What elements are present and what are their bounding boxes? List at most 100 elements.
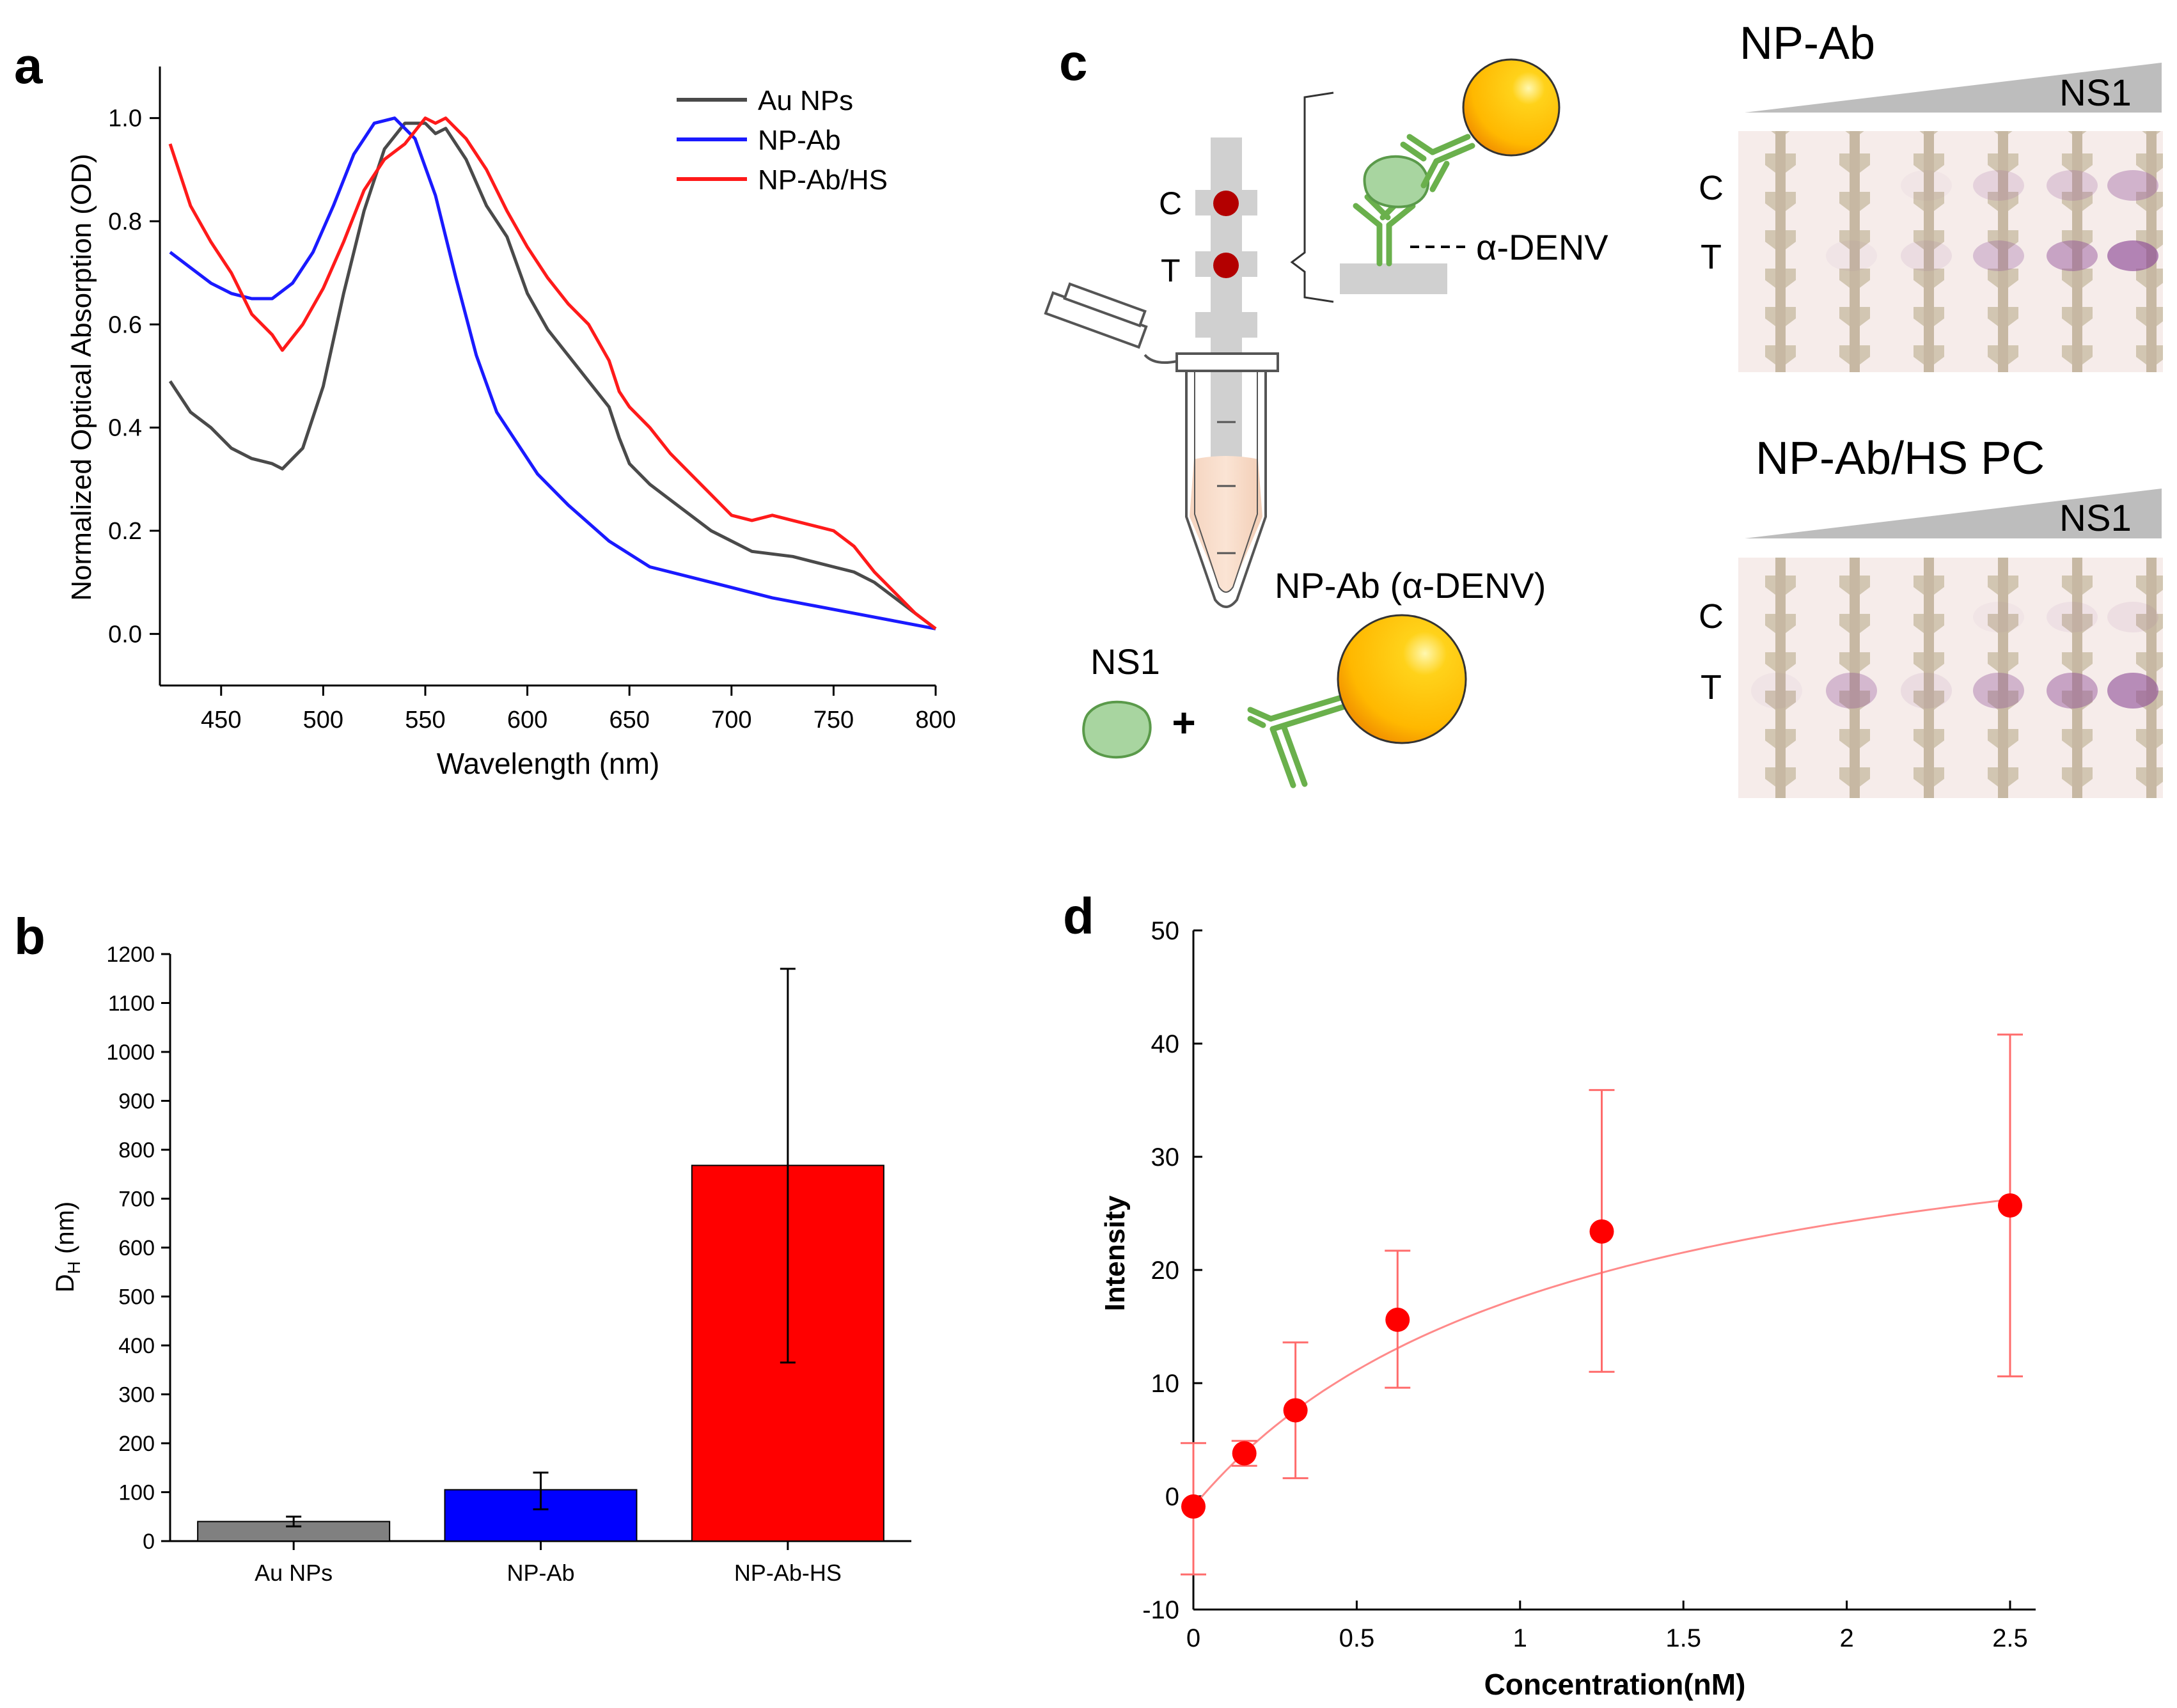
strip-c-spot <box>2107 170 2158 201</box>
strip-dot-c <box>1213 191 1239 216</box>
a-y-tick-label: 1.0 <box>108 106 142 132</box>
strip-c-spot <box>2107 602 2158 632</box>
b-y-title-sub: H <box>64 1261 84 1274</box>
d-y-tick-label: 0 <box>1165 1483 1179 1511</box>
d-data-point <box>1283 1398 1308 1423</box>
b-ticks: 0 100 200 300 400 500 600 700 800 900 1000 1100 1200 <box>106 943 170 1554</box>
b-bars: Au NPs NP-Ab NP-Ab-HS <box>197 968 884 1586</box>
tube-hinge <box>1144 354 1177 364</box>
strip-dot-t <box>1213 253 1239 278</box>
strip-c-spot <box>1751 602 1802 632</box>
antibody-label: α-DENV <box>1476 227 1608 267</box>
strip-t-spot <box>1826 240 1877 271</box>
strip-t-spot <box>1973 240 2024 271</box>
strips-top-title: NP-Ab <box>1740 18 1875 69</box>
strip-label-c: C <box>1159 185 1182 221</box>
strip-c-spot <box>1901 170 1952 201</box>
a-y-tick-label: 0.8 <box>108 208 142 235</box>
a-x-tick-label: 550 <box>405 707 445 733</box>
b-y-tick-label: 200 <box>118 1432 155 1456</box>
schematic-c: C T <box>1044 58 1608 788</box>
strip-t-spot <box>2047 673 2098 709</box>
strip-t-spot <box>1901 240 1952 271</box>
b-y-tick-label: 900 <box>118 1090 155 1114</box>
a-series-line-0 <box>168 121 937 631</box>
panel-label-a: a <box>14 37 43 94</box>
d-data-point <box>1385 1307 1410 1332</box>
b-y-tick-label: 800 <box>118 1138 155 1163</box>
d-x-tick-label: 1 <box>1513 1624 1527 1652</box>
tube-icon <box>1044 282 1279 608</box>
strip-band-bottom <box>1195 312 1257 338</box>
capture-substrate <box>1340 263 1447 294</box>
d-x-tick-label: 0 <box>1186 1624 1200 1652</box>
b-y-tick-label: 1200 <box>106 943 155 967</box>
strip-c-spot <box>1751 170 1802 201</box>
strip-t-spot <box>2047 240 2098 271</box>
tube-rim <box>1175 352 1279 372</box>
strip-t-spot <box>2107 240 2158 271</box>
tube-liquid <box>1190 456 1262 592</box>
tube-cap <box>1044 282 1148 349</box>
d-y-tick-label: 20 <box>1151 1257 1180 1285</box>
strips-bottom-photo <box>1738 558 2163 798</box>
strip-c-spot <box>1901 602 1952 632</box>
b-y-tick-label: 0 <box>143 1530 155 1554</box>
bound-ns1-icon <box>1363 155 1429 208</box>
a-legend: Au NPs NP-Ab NP-Ab/HS <box>677 85 888 196</box>
strips-top-gradient <box>1745 63 2162 113</box>
top-spots <box>1751 170 2158 271</box>
strips-top-photo <box>1738 131 2163 372</box>
b-y-tick-label: 100 <box>118 1481 155 1505</box>
d-y-tick-label: -10 <box>1142 1596 1179 1624</box>
b-y-tick-label: 400 <box>118 1334 155 1358</box>
a-y-axis-title: Normalized Optical Absorption (OD) <box>66 153 97 600</box>
strip-c-spot <box>1973 170 2024 201</box>
strip-t-spot <box>1751 673 1802 709</box>
bar-category-label: NP-Ab-HS <box>734 1560 842 1586</box>
strip-c-spot <box>2047 170 2098 201</box>
bar-category-label: NP-Ab <box>507 1560 574 1586</box>
strip-t-spot <box>1826 673 1877 709</box>
panel-label-d: d <box>1063 888 1094 944</box>
a-x-tick-label: 800 <box>915 707 955 733</box>
d-data-point <box>1181 1494 1206 1519</box>
d-x-tick-label: 0.5 <box>1339 1624 1375 1652</box>
ns1-icon <box>1082 700 1152 759</box>
bracket <box>1290 91 1334 303</box>
a-y-tick-label: 0.4 <box>108 415 142 442</box>
tube-body <box>1185 371 1267 608</box>
b-y-tick-label: 500 <box>118 1285 155 1310</box>
a-x-tick-label: 450 <box>201 707 241 733</box>
d-x-axis-title: Concentration(nM) <box>1484 1668 1746 1701</box>
b-y-tick-label: 600 <box>118 1236 155 1260</box>
strips-bottom-t: T <box>1701 668 1722 707</box>
d-x-tick-label: 1.5 <box>1665 1624 1701 1652</box>
gold-nanoparticle-top <box>1462 58 1560 157</box>
d-y-tick-label: 50 <box>1151 917 1180 945</box>
strip-c-spot <box>1826 602 1877 632</box>
b-y-title-main: D <box>51 1274 79 1292</box>
detection-antibody-icon <box>1400 134 1475 192</box>
d-data-point <box>1589 1219 1614 1244</box>
free-antibody-icon <box>1247 694 1349 788</box>
b-y-tick-label: 1000 <box>106 1040 155 1065</box>
a-lines <box>168 116 937 631</box>
strips-top-t: T <box>1701 238 1722 276</box>
a-y-tick-label: 0.0 <box>108 621 142 648</box>
a-y-tick-label: 0.2 <box>108 518 142 545</box>
d-y-tick-label: 10 <box>1151 1370 1180 1398</box>
d-y-tick-label: 30 <box>1151 1143 1180 1171</box>
a-x-tick-label: 750 <box>813 707 854 733</box>
d-data-point <box>1998 1193 2022 1218</box>
bar-category-label: Au NPs <box>255 1560 333 1586</box>
d-y-axis-title: Intensity <box>1099 1195 1131 1311</box>
legend-label-npabhs: NP-Ab/HS <box>758 164 888 196</box>
b-y-tick-label: 1100 <box>108 992 155 1016</box>
a-series-line-2 <box>168 116 937 631</box>
b-y-title-unit: (nm) <box>51 1202 79 1261</box>
ns1-label: NS1 <box>1090 641 1160 682</box>
a-x-tick-label: 650 <box>609 707 649 733</box>
